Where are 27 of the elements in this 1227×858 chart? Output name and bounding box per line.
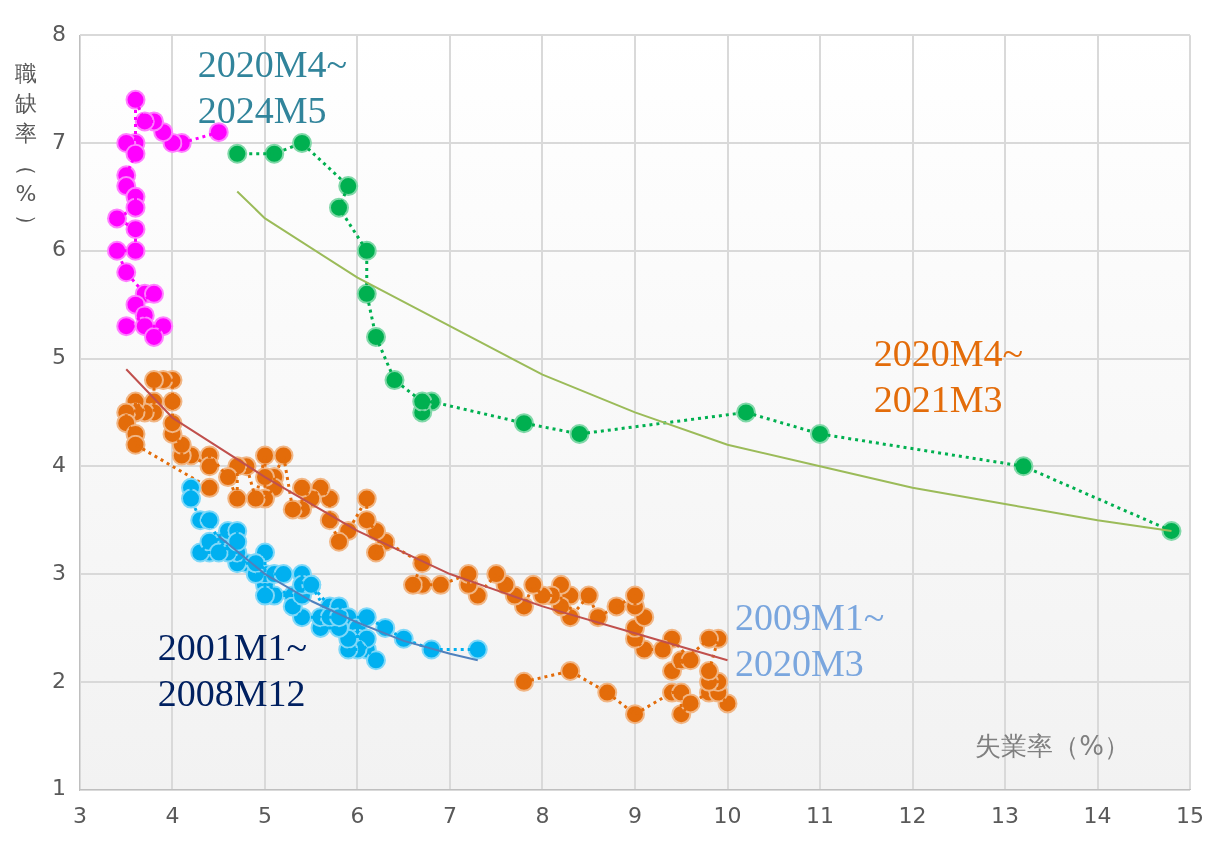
x-tick-label: 9	[628, 802, 642, 828]
x-tick-label: 10	[713, 802, 742, 828]
annotation: 2001M1~ 2008M12	[157, 626, 308, 715]
x-tick-label: 11	[806, 802, 834, 828]
y-tick-label: 1	[52, 775, 66, 801]
x-tick-label: 3	[73, 802, 87, 828]
y-tick-label: 6	[52, 236, 66, 262]
x-tick-label: 14	[1083, 802, 1112, 828]
y-tick-label: 7	[52, 128, 66, 154]
x-tick-label: 13	[991, 802, 1019, 828]
annotation: 2009M1~ 2020M3	[734, 595, 885, 684]
x-tick-label: 15	[1176, 802, 1204, 828]
x-tick-label: 12	[898, 802, 927, 828]
x-tick-label: 5	[258, 802, 272, 828]
annotation: 2020M4~ 2024M5	[197, 43, 348, 132]
y-tick-label: 3	[52, 559, 66, 585]
y-tick-label: 8	[52, 20, 66, 46]
x-tick-label: 4	[165, 802, 180, 828]
y-axis-title: 職缺率（%）	[15, 60, 41, 237]
annotation: 2020M4~ 2021M3	[873, 331, 1024, 420]
y-tick-label: 4	[52, 452, 66, 477]
x-tick-label: 8	[535, 802, 550, 828]
y-tick-label: 5	[52, 344, 66, 370]
x-tick-label: 6	[350, 802, 365, 828]
x-axis-title: 失業率（%）	[975, 731, 1130, 762]
x-tick-label: 7	[443, 802, 457, 828]
y-tick-label: 2	[52, 667, 66, 693]
